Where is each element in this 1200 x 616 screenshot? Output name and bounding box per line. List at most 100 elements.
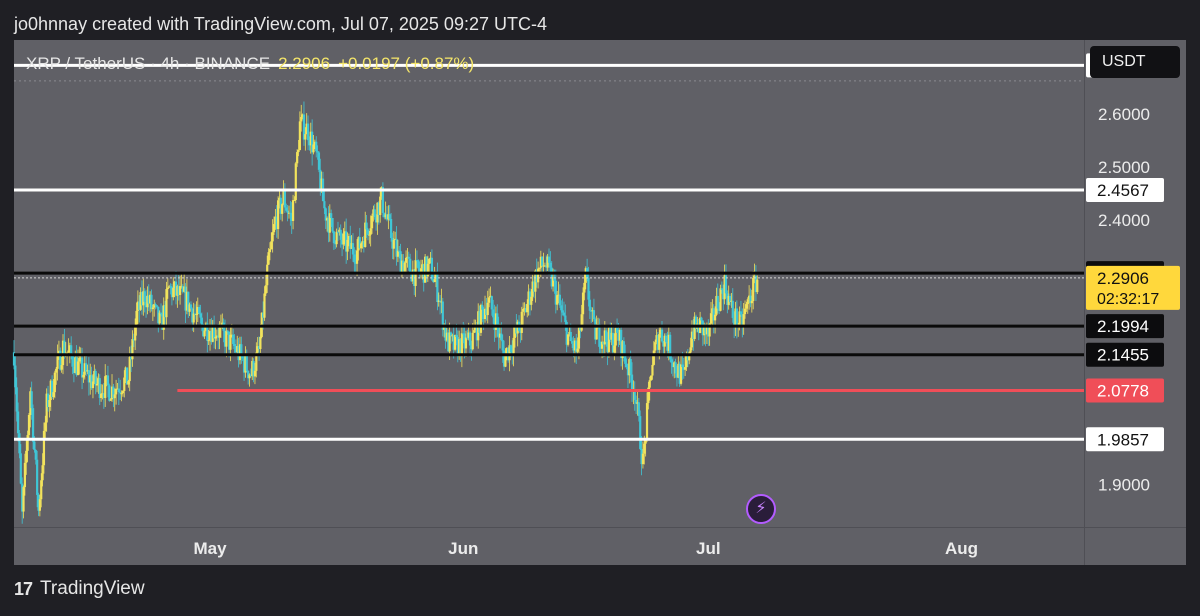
candle-body [505, 347, 508, 355]
candle-body [730, 300, 733, 303]
candle-body [135, 310, 138, 326]
candle-body [266, 264, 269, 286]
candle-body [227, 331, 231, 350]
candle-body [688, 352, 691, 361]
candle-body [78, 358, 81, 362]
candle-body [662, 341, 665, 347]
candle-body [462, 333, 465, 335]
candle-body [124, 367, 127, 378]
candle-body [741, 314, 744, 327]
candle-body [620, 329, 623, 359]
candle-body [407, 256, 410, 259]
candle-body [70, 345, 73, 356]
candle-body [670, 359, 673, 363]
candle-body [349, 236, 352, 249]
candle-body [229, 334, 232, 350]
candle-body [40, 480, 43, 500]
candle-body [106, 375, 110, 386]
candle-body [236, 346, 239, 353]
candle-body [353, 254, 356, 263]
candle-body [542, 265, 545, 267]
candle-body [338, 229, 341, 232]
candle-body [577, 327, 581, 349]
candle-body [635, 399, 638, 404]
candle-body [319, 169, 322, 192]
candle-body [716, 295, 719, 309]
candle-body [541, 256, 544, 266]
candle-body [395, 238, 398, 257]
chart-credit: jo0hnnay created with TradingView.com, J… [14, 14, 547, 34]
candle-body [690, 331, 694, 348]
candle-body [587, 277, 590, 300]
time-axis[interactable] [14, 527, 1186, 565]
currency-button[interactable]: USDT [1090, 46, 1180, 78]
candle-body [568, 331, 571, 335]
candle-body [287, 212, 291, 214]
current-price-badge [1086, 265, 1180, 310]
symbol-name: XRP / TetherUS · 4h · BINANCE [26, 54, 271, 73]
candle-body [641, 453, 645, 465]
candle-body [509, 345, 512, 353]
candle-body [749, 295, 752, 304]
candle-body [192, 313, 195, 323]
candle-body [94, 370, 97, 386]
price-change: +0.0197 (+0.87%) [338, 54, 475, 73]
candle-body [101, 393, 104, 395]
candle-body [549, 262, 552, 268]
candle-body [440, 301, 443, 303]
candle-body [157, 306, 160, 324]
candle-body [346, 239, 349, 252]
candle-body [183, 286, 186, 292]
candle-body [347, 236, 350, 240]
candle-body [232, 334, 235, 345]
candle-body [298, 121, 301, 151]
candle-body [648, 380, 651, 388]
candle-body [119, 392, 122, 394]
candle-body [41, 465, 44, 481]
candle-body [102, 393, 105, 398]
candle-body [91, 381, 95, 389]
candle-body [93, 370, 96, 382]
candle-body [753, 276, 756, 278]
candle-body [301, 114, 304, 117]
candle-body [316, 151, 319, 153]
candle-body [605, 330, 608, 342]
candle-body [244, 354, 247, 373]
level-label: 2.0778 [1097, 382, 1149, 401]
candle-body [745, 304, 748, 309]
candle-body [719, 288, 722, 311]
lightning-icon[interactable]: ⚡ [746, 494, 776, 524]
candle-body [573, 340, 576, 351]
candle-body [384, 214, 387, 218]
candle-body [561, 310, 564, 313]
candle-body [433, 279, 436, 282]
candle-body [727, 295, 730, 305]
candle-body [71, 355, 74, 367]
candle-body [113, 394, 116, 399]
candle-body [460, 333, 463, 357]
candle-body [700, 317, 703, 321]
candle-body [558, 294, 561, 306]
candle-body [481, 304, 484, 310]
candle-body [237, 346, 240, 361]
candle-body [609, 327, 612, 340]
candle-body [713, 314, 717, 321]
candle-body [404, 257, 408, 263]
candle-body [383, 212, 386, 218]
candle-body [108, 385, 111, 401]
candle-body [165, 289, 168, 318]
candle-body [184, 286, 187, 311]
candle-body [470, 345, 473, 350]
candle-body [645, 403, 649, 440]
candle-body [223, 330, 227, 347]
chart-pane[interactable] [14, 40, 1084, 527]
candle-body [581, 292, 585, 315]
candle-body [195, 314, 198, 316]
candle-body [300, 116, 303, 122]
y-tick-label: 2.5000 [1098, 158, 1150, 177]
candle-body [72, 366, 75, 373]
candle-body [630, 374, 634, 392]
candle-body [281, 204, 284, 214]
candle-body [391, 238, 394, 249]
